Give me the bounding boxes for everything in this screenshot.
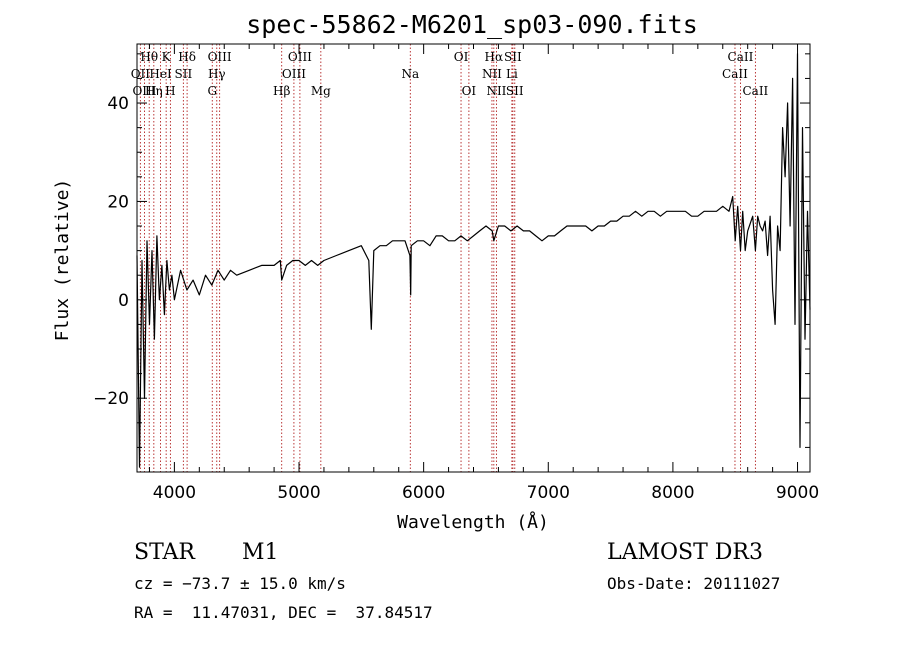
spectral-line-label: SII [175,67,193,81]
coordinates: RA = 11.47031, DEC = 37.84517 [134,603,433,622]
spectral-line-label: CaII [742,84,768,98]
spectral-line-label: OIII [132,84,156,98]
spectral-line-label: SII [506,84,524,98]
spectral-line-label: CaII [728,50,754,64]
y-axis-label: Flux (relative) [52,179,73,342]
spectral-line-label: Mg [311,84,331,98]
spectral-line-label: NII [482,67,502,81]
x-tick-label: 8000 [651,483,694,503]
spectral-line-label: Na [401,67,419,81]
x-tick-label: 5000 [277,483,320,503]
object-subclass: M1 [242,540,279,565]
y-tick-label: 20 [107,192,129,212]
spectral-line-label: H [165,84,175,98]
spectral-line-label: Hβ [273,84,290,98]
y-axis: −20 0 20 40 [93,53,810,448]
spectral-line-label: G [207,84,217,98]
spectral-line-label: OI [462,84,477,98]
y-tick-label: 0 [118,291,129,311]
x-tick-label: 4000 [153,483,196,503]
redshift-value: cz = −73.7 ± 15.0 km/s [134,574,346,593]
spectral-line-label: Li [506,67,518,81]
observation-date: Obs-Date: 20111027 [607,574,781,593]
spectral-line-label: K [162,50,172,64]
spectral-line-label: OIII [282,67,306,81]
spectral-line-label: Hα [485,50,504,64]
x-tick-label: 9000 [776,483,819,503]
spectral-line-label: HeI [149,67,172,81]
x-tick-label: 7000 [527,483,570,503]
spectral-line-label: OII [131,67,151,81]
spectral-line-label: Hθ [140,50,158,64]
line-markers [139,44,756,472]
spectral-line-label: NII [486,84,506,98]
y-tick-label: −20 [93,389,129,409]
object-class: STAR [134,540,195,565]
spectrum-line [136,53,811,468]
spectral-line-label: OIII [208,50,232,64]
y-tick-label: 40 [107,94,129,114]
plot-frame [136,43,811,473]
x-axis: 4000 5000 6000 7000 8000 9000 [148,44,819,503]
spectral-line-label: OIII [288,50,312,64]
spectral-line-label: Hγ [208,67,226,81]
spectral-line-label: Hη [145,84,163,98]
spectral-line-label: SII [504,50,522,64]
x-axis-label: Wavelength (Å) [397,511,549,533]
x-tick-label: 6000 [402,483,445,503]
spectral-line-label: OI [454,50,469,64]
spectral-line-label: Hδ [178,50,196,64]
survey-name: LAMOST DR3 [607,540,763,565]
spectral-line-label: CaII [722,67,748,81]
chart-title: spec-55862-M6201_sp03-090.fits [246,10,698,39]
